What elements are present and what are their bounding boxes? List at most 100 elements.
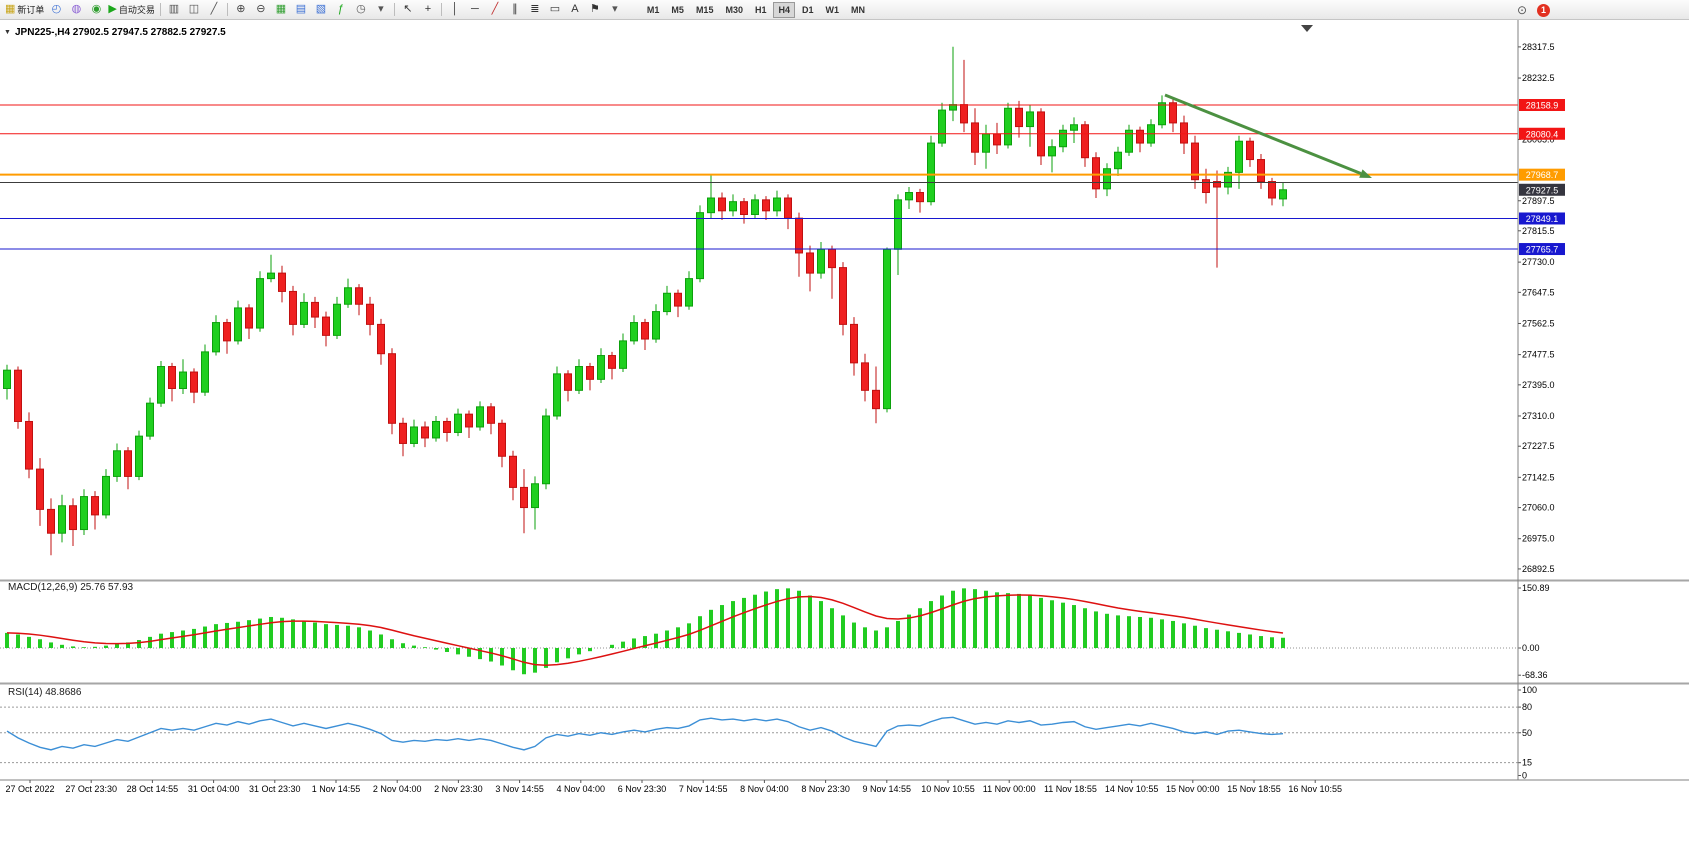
timeframe-button-m15[interactable]: M15 [695,4,714,15]
candle [674,289,682,318]
price-tick-label: 27562.5 [1522,318,1555,328]
candle [1147,119,1155,147]
candle [1191,135,1199,189]
candle [553,366,561,420]
price-line-label: 27927.5 [1519,183,1565,196]
alerts-button[interactable]: ◴ [46,1,66,18]
crosshair-button[interactable]: + [418,1,438,18]
candle [1125,124,1133,156]
zoom-out-button[interactable]: ⊖ [251,1,271,18]
candle [201,344,209,396]
toolbar-separator [393,3,395,16]
price-line-label: 28158.9 [1519,98,1565,111]
svg-text:27968.7: 27968.7 [1526,170,1559,180]
candle [223,318,231,354]
candle [949,46,957,122]
new-order-button[interactable]: ▦ 新订单 [3,1,46,18]
candle [1114,146,1122,177]
rsi-axis-label: 50 [1522,728,1532,738]
horizontal-line-button[interactable]: ─ [465,1,485,18]
candle [179,359,187,394]
chart-collapse-icon[interactable]: ▼ [4,29,11,36]
cascade-icon: ▤ [295,3,307,15]
time-axis[interactable]: 27 Oct 2022 27 Oct 23:30 28 Oct 14:55 31 Oc… [0,779,1689,794]
candle [817,241,825,279]
candle [432,415,440,442]
svg-text:28080.4: 28080.4 [1526,129,1559,139]
rsi-axis-label: 100 [1522,685,1537,695]
tile-windows-button[interactable]: ▦ [271,1,291,18]
cascade-windows-button[interactable]: ▤ [291,1,311,18]
fibonacci-button[interactable]: ≣ [525,1,545,18]
timeframe-button-d1[interactable]: D1 [802,4,814,15]
candle [1136,126,1144,153]
timeframe-button-m5[interactable]: M5 [671,4,684,15]
text-button[interactable]: A [565,1,585,18]
panel-divider-rsi[interactable] [0,682,1689,685]
candle [927,135,935,206]
more-tools-button[interactable]: ▾ [605,1,625,18]
periods-button[interactable]: ◷ [351,1,371,18]
candle [278,265,286,303]
arrow-tools-button[interactable]: ⚑ [585,1,605,18]
search-button[interactable]: ⊙ [1512,2,1532,19]
indicators-button[interactable]: ƒ [331,1,351,18]
trend-arrow[interactable] [1164,93,1372,178]
price-tick-label: 26892.5 [1522,564,1555,574]
candle [355,284,363,316]
candle [245,304,253,340]
candle [795,212,803,277]
cursor-button[interactable]: ↖ [398,1,418,18]
candle [91,491,99,530]
time-tick-label: 6 Nov 23:30 [618,784,667,794]
line-chart-type-button[interactable]: ╱ [204,1,224,18]
flag-icon: ⚑ [589,3,600,15]
shapes-button[interactable]: ▭ [545,1,565,18]
toolbar-separator [226,3,228,16]
price-axis[interactable]: 28317.528232.528065.027897.527815.527730… [1517,20,1565,780]
notification-badge[interactable]: 1 [1537,3,1550,17]
macd-label: MACD(12,26,9) 25.76 57.93 [8,582,134,593]
line-chart-icon: ╱ [210,3,218,15]
arrange-windows-button[interactable]: ▧ [311,1,331,18]
time-tick-label: 11 Nov 18:55 [1044,784,1097,794]
time-tick-label: 7 Nov 14:55 [679,784,728,794]
chat-button[interactable]: ◍ [66,1,86,18]
timeframe-button-w1[interactable]: W1 [825,4,840,15]
candle [1026,104,1034,147]
macd-axis-label: 150.89 [1522,583,1550,593]
candle [608,351,616,380]
candle [344,278,352,308]
support-button[interactable]: ◉ [86,1,106,18]
candle [619,333,627,373]
candle-chart-type-button[interactable]: ◫ [184,1,204,18]
rsi-axis-label: 0 [1522,771,1527,781]
chart-shift-marker[interactable] [1301,25,1313,32]
timeframe-button-m1[interactable]: M1 [646,4,660,15]
bar-chart-type-button[interactable]: ▥ [164,1,184,18]
vertical-line-button[interactable]: │ [445,1,465,18]
time-tick-label: 15 Nov 00:00 [1166,784,1220,794]
time-tick-label: 8 Nov 23:30 [801,784,850,794]
timeframe-button-h4[interactable]: H4 [773,1,795,18]
price-tick-label: 27730.0 [1522,257,1555,267]
svg-text:27927.5: 27927.5 [1526,185,1559,195]
candle [25,412,33,479]
candle [652,304,660,343]
timeframe-button-m30[interactable]: M30 [725,4,743,15]
trendline-button[interactable]: ╱ [485,1,505,18]
timeframe-button-mn[interactable]: MN [851,4,866,15]
panel-divider-macd[interactable] [0,579,1689,582]
price-line-label: 27968.7 [1519,168,1565,181]
zoom-in-button[interactable]: ⊕ [231,1,251,18]
channel-button[interactable]: ∥ [505,1,525,18]
rsi-label: RSI(14) 48.8686 [8,687,82,698]
bars-icon: ▥ [168,3,180,15]
candle [861,353,869,402]
auto-trading-button[interactable]: ▶ 自动交易 [106,1,156,18]
templates-button[interactable]: ▾ [371,1,391,18]
rsi-axis-label: 80 [1522,702,1532,712]
channel-icon: ∥ [512,3,518,15]
timeframe-button-h1[interactable]: H1 [754,4,767,15]
candle [916,188,924,213]
